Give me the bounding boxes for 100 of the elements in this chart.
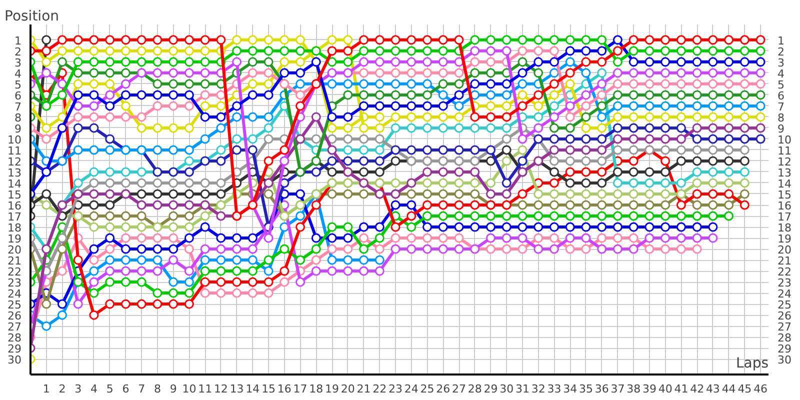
y2-tick-label: 23 bbox=[778, 276, 792, 290]
y2-tick-label: 18 bbox=[778, 222, 792, 235]
x-tick-label: 31 bbox=[516, 382, 530, 396]
y2-tick-label: 11 bbox=[778, 144, 792, 158]
x-tick-label: 34 bbox=[563, 382, 578, 396]
x-tick-label: 19 bbox=[325, 382, 340, 396]
y2-tick-label: 30 bbox=[778, 354, 792, 367]
x-tick-label: 22 bbox=[372, 382, 387, 396]
y2-tick-label: 15 bbox=[778, 188, 792, 202]
y2-tick-label: 29 bbox=[778, 342, 792, 356]
y2-tick-label: 26 bbox=[778, 310, 792, 323]
x-tick-label: 16 bbox=[277, 382, 292, 396]
y2-tick-label: 14 bbox=[778, 177, 792, 190]
y-tick-label: 25 bbox=[8, 298, 22, 312]
y-tick-label: 22 bbox=[8, 266, 22, 279]
y2-tick-label: 7 bbox=[778, 100, 784, 114]
y-axis-title: Position bbox=[4, 8, 60, 24]
y2-tick-label: 5 bbox=[778, 78, 784, 92]
y2-tick-label: 3 bbox=[778, 56, 784, 70]
x-tick-label: 5 bbox=[106, 382, 114, 396]
x-tick-label: 46 bbox=[754, 382, 768, 396]
y-tick-label: 1 bbox=[14, 34, 22, 48]
x-tick-label: 20 bbox=[340, 382, 355, 396]
x-tick-label: 33 bbox=[547, 382, 562, 396]
y-tick-label: 15 bbox=[8, 188, 22, 202]
x-tick-label: 21 bbox=[356, 382, 371, 396]
x-tick-label: 18 bbox=[309, 382, 324, 396]
y-tick-label: 17 bbox=[8, 210, 22, 224]
y2-tick-label: 1 bbox=[778, 34, 784, 48]
y2-tick-label: 2 bbox=[778, 45, 784, 58]
y2-tick-label: 19 bbox=[778, 232, 792, 246]
x-tick-label: 24 bbox=[404, 382, 418, 396]
x-tick-label: 14 bbox=[246, 382, 260, 396]
x-tick-label: 30 bbox=[500, 382, 514, 396]
x-tick-label: 12 bbox=[214, 382, 228, 396]
y2-tick-label: 6 bbox=[778, 89, 784, 102]
x-tick-label: 40 bbox=[658, 382, 672, 396]
y2-tick-label: 13 bbox=[778, 166, 792, 180]
x-tick-label: 43 bbox=[706, 382, 720, 396]
x-tick-label: 45 bbox=[738, 382, 752, 396]
y-tick-label: 23 bbox=[8, 276, 22, 290]
y-tick-label: 13 bbox=[8, 166, 22, 180]
y2-tick-label: 25 bbox=[778, 298, 792, 312]
x-tick-label: 9 bbox=[170, 382, 177, 396]
x-tick-label: 38 bbox=[626, 382, 641, 396]
y2-tick-label: 24 bbox=[778, 288, 792, 301]
x-tick-label: 6 bbox=[122, 382, 130, 396]
x-tick-label: 29 bbox=[484, 382, 498, 396]
x-tick-label: 32 bbox=[531, 382, 546, 396]
y2-tick-label: 27 bbox=[778, 320, 792, 334]
y-tick-label: 26 bbox=[8, 310, 22, 323]
x-tick-label: 37 bbox=[610, 382, 625, 396]
x-tick-label: 36 bbox=[594, 382, 609, 396]
y2-tick-label: 28 bbox=[778, 332, 792, 345]
x-tick-label: 8 bbox=[154, 382, 161, 396]
y-tick-label: 14 bbox=[8, 177, 22, 190]
y2-tick-label: 22 bbox=[778, 266, 792, 279]
x-tick-label: 27 bbox=[452, 382, 466, 396]
y2-tick-label: 20 bbox=[778, 244, 792, 257]
x-tick-label: 44 bbox=[722, 382, 736, 396]
y2-tick-label: 4 bbox=[778, 67, 784, 80]
x-axis-title: Laps bbox=[736, 356, 769, 372]
x-tick-label: 10 bbox=[182, 382, 196, 396]
x-tick-label: 2 bbox=[58, 382, 66, 396]
y2-tick-label: 12 bbox=[778, 155, 792, 168]
y-tick-label: 11 bbox=[8, 144, 22, 158]
y-tick-label: 19 bbox=[8, 232, 22, 246]
y-tick-label: 3 bbox=[14, 56, 22, 70]
x-tick-label: 28 bbox=[468, 382, 482, 396]
x-tick-label: 42 bbox=[690, 382, 704, 396]
x-tick-label: 13 bbox=[230, 382, 244, 396]
y-tick-label: 16 bbox=[8, 200, 22, 213]
y-tick-label: 21 bbox=[8, 254, 22, 268]
y2-tick-label: 16 bbox=[778, 200, 792, 213]
x-tick-label: 26 bbox=[436, 382, 450, 396]
y-tick-label: 4 bbox=[14, 67, 22, 80]
y-tick-label: 20 bbox=[8, 244, 22, 257]
x-tick-label: 39 bbox=[642, 382, 656, 396]
x-tick-label: 23 bbox=[388, 382, 403, 396]
y-tick-label: 30 bbox=[8, 354, 22, 367]
y-tick-label: 18 bbox=[8, 222, 22, 235]
y2-tick-label: 10 bbox=[778, 133, 792, 146]
y-tick-label: 12 bbox=[8, 155, 22, 168]
x-tick-label: 11 bbox=[198, 382, 212, 396]
y-tick-label: 7 bbox=[14, 100, 22, 114]
y-tick-label: 2 bbox=[14, 45, 22, 58]
y2-tick-label: 17 bbox=[778, 210, 792, 224]
y-tick-label: 5 bbox=[14, 78, 22, 92]
y-tick-label: 29 bbox=[8, 342, 22, 356]
x-tick-label: 15 bbox=[262, 382, 276, 396]
x-tick-label: 7 bbox=[138, 382, 146, 396]
y-tick-label: 6 bbox=[14, 89, 22, 102]
x-tick-label: 25 bbox=[420, 382, 434, 396]
y-tick-label: 24 bbox=[8, 288, 22, 301]
x-tick-label: 41 bbox=[674, 382, 688, 396]
y-tick-label: 9 bbox=[14, 122, 22, 136]
y-tick-label: 10 bbox=[8, 133, 22, 146]
y2-tick-label: 9 bbox=[778, 122, 784, 136]
y2-tick-label: 8 bbox=[778, 111, 784, 124]
x-tick-label: 3 bbox=[74, 382, 82, 396]
